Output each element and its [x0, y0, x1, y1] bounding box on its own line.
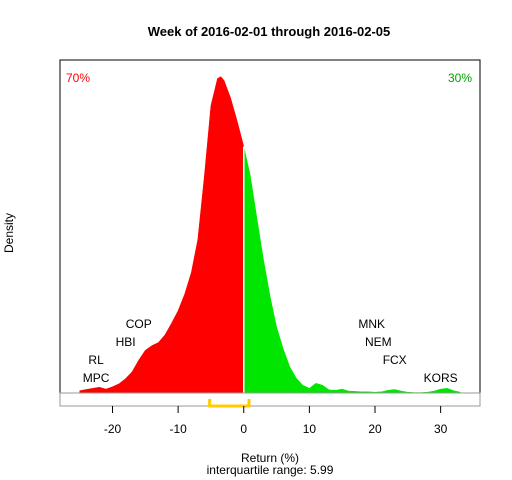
x-tick-label: 20: [368, 422, 382, 436]
y-axis-label: Density: [2, 213, 16, 253]
ticker-label: COP: [126, 317, 152, 331]
x-axis: -20 -10 0 10 20 30: [104, 406, 448, 436]
rug-band: [59, 392, 481, 407]
ticker-label: MNK: [358, 317, 385, 331]
iqr-caption: interquartile range: 5.99: [207, 463, 334, 477]
x-tick-label: -10: [169, 422, 187, 436]
ticker-label: NEM: [365, 335, 392, 349]
ticker-label: HBI: [116, 335, 136, 349]
x-tick-label: -20: [104, 422, 122, 436]
chart-title: Week of 2016-02-01 through 2016-02-05: [148, 24, 391, 39]
ticker-label: KORS: [424, 371, 458, 385]
x-axis-label: Return (%): [241, 451, 299, 465]
x-tick-label: 10: [303, 422, 317, 436]
positive-density-area: [243, 146, 461, 394]
negative-share-label: 70%: [66, 71, 90, 85]
x-tick-label: 0: [240, 422, 247, 436]
ticker-annotations: RL MPC COP HBI MNK NEM FCX KORS: [83, 317, 458, 385]
x-tick-label: 30: [434, 422, 448, 436]
negative-density-area: [79, 76, 245, 394]
ticker-label: FCX: [383, 353, 407, 367]
ticker-label: MPC: [83, 371, 110, 385]
ticker-label: RL: [88, 353, 104, 367]
iqr-bracket: [208, 399, 251, 408]
positive-share-label: 30%: [448, 71, 472, 85]
density-areas: [79, 76, 461, 394]
